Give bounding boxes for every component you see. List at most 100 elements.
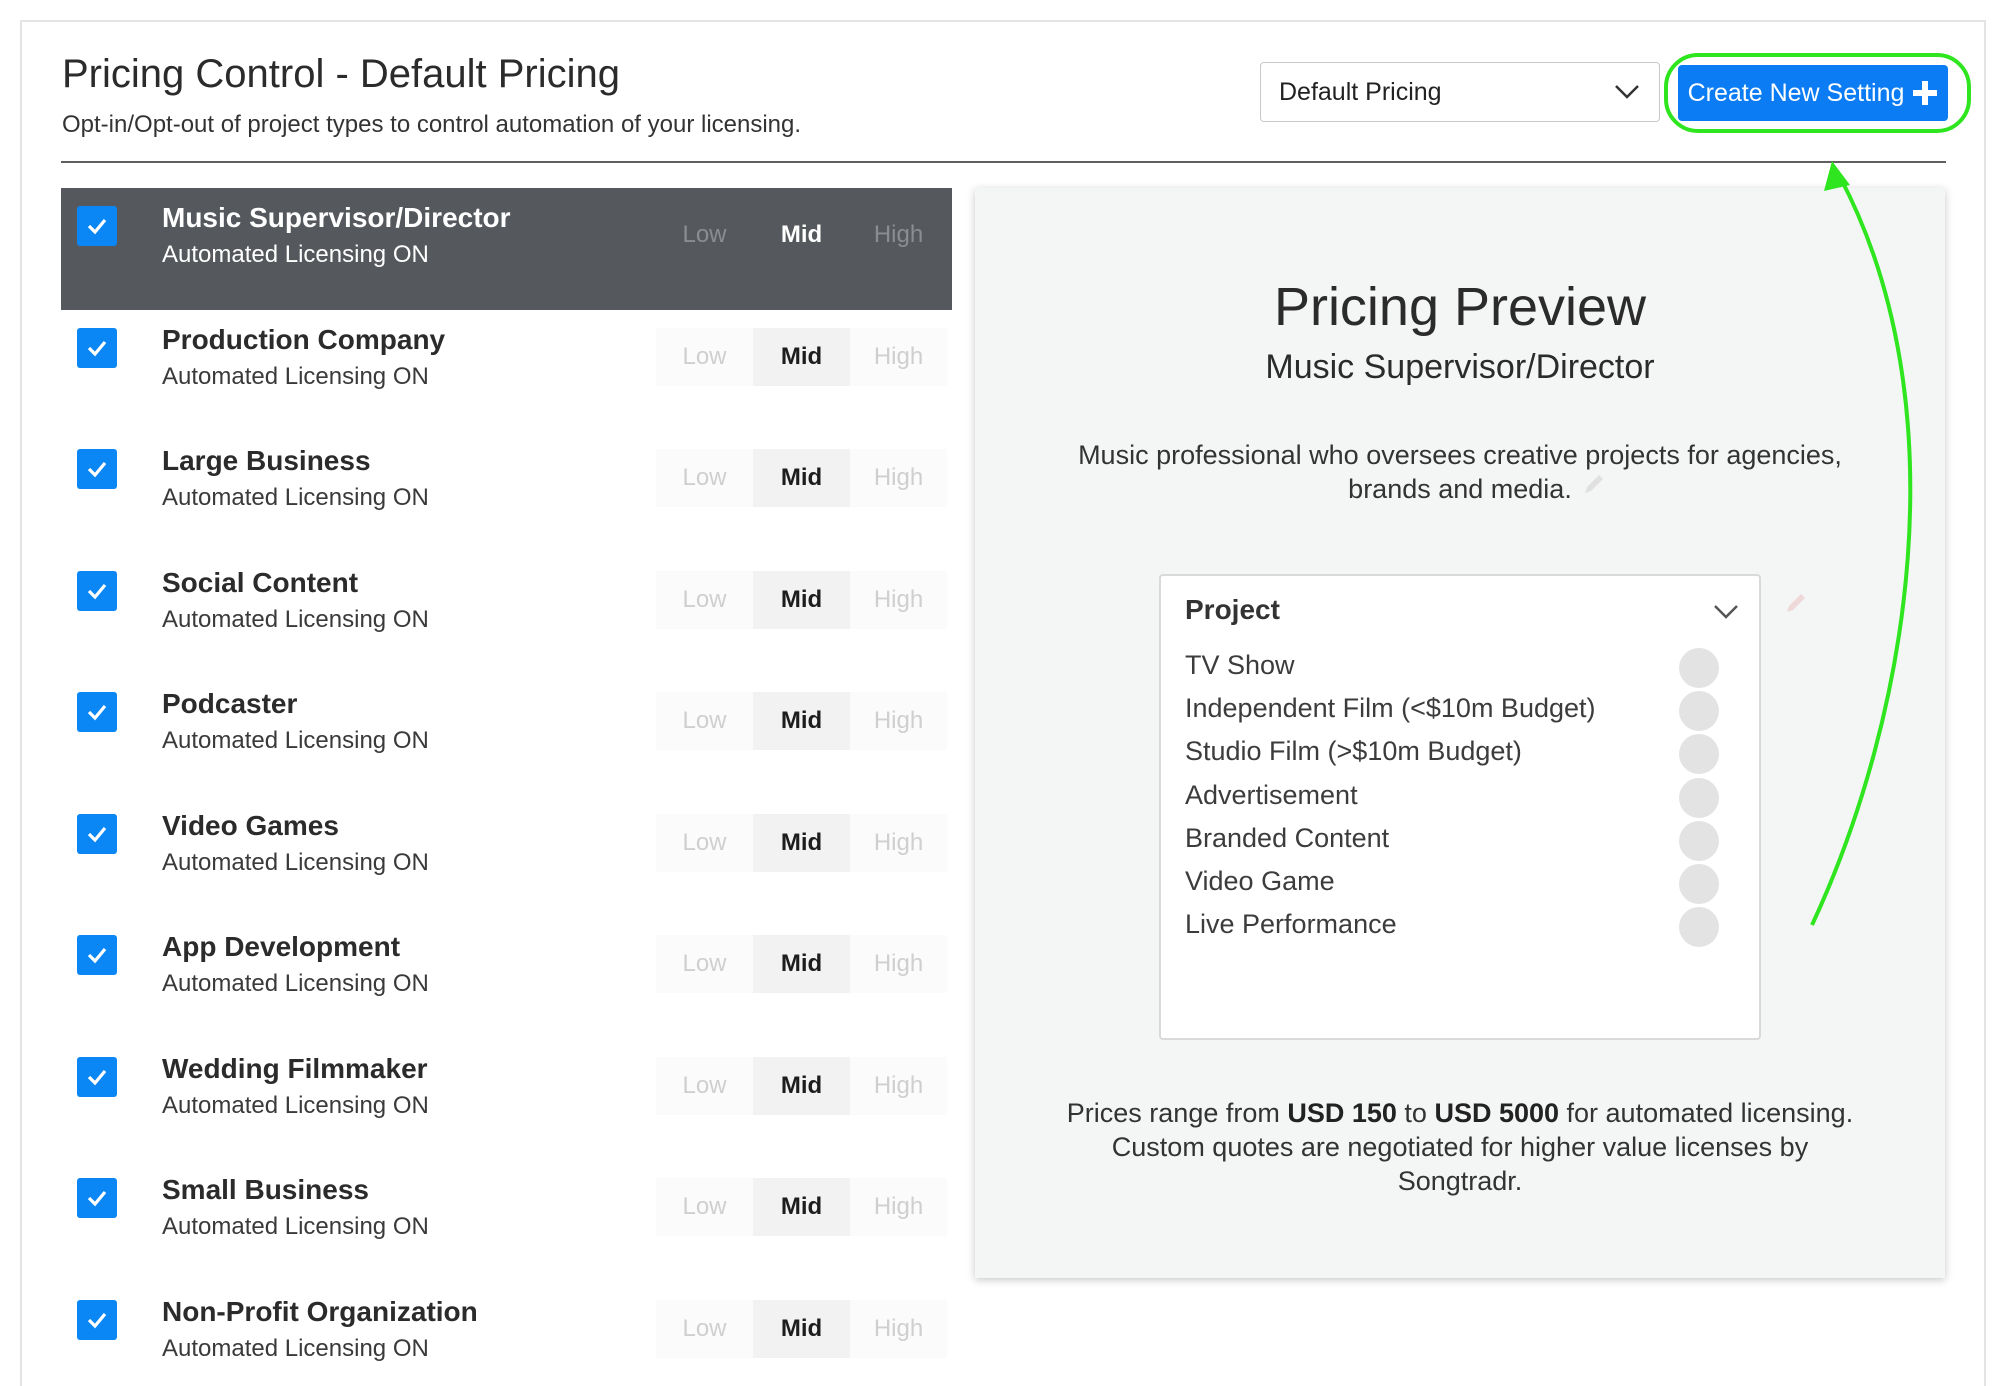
level-mid-option[interactable]: Mid [753,449,850,507]
row-status: Automated Licensing ON [162,970,429,997]
row-text: Large Business Automated Licensing ON [162,443,429,515]
row-text: Video Games Automated Licensing ON [162,808,429,880]
project-type-row[interactable]: App Development Automated Licensing ON L… [61,917,952,1039]
row-status: Automated Licensing ON [162,1213,429,1240]
level-low-option[interactable]: Low [656,570,753,629]
checkbox[interactable] [77,692,117,732]
project-option-radio[interactable] [1679,691,1719,732]
project-option-radio[interactable] [1679,777,1719,818]
check-icon [87,461,107,478]
price-level-toggle: Low Mid High [656,327,947,386]
level-high-option[interactable]: High [850,570,947,629]
project-header: Project [1185,594,1280,625]
project-type-row[interactable]: Small Business Automated Licensing ON Lo… [61,1160,952,1282]
level-mid-option[interactable]: Mid [753,1178,850,1236]
row-text: Music Supervisor/Director Automated Lice… [162,200,511,272]
project-option-radio[interactable] [1679,907,1719,948]
project-type-row[interactable]: Production Company Automated Licensing O… [61,310,952,432]
level-mid-option[interactable]: Mid [753,1299,850,1358]
row-status: Automated Licensing ON [162,1334,429,1362]
check-icon [87,218,107,235]
level-low-option[interactable]: Low [656,1299,753,1358]
level-low-option[interactable]: Low [656,935,753,993]
price-level-toggle: Low Mid High [656,1056,947,1115]
checkbox[interactable] [77,206,117,246]
project-option-label: Independent Film (<$10m Budget) [1185,693,1596,724]
checkbox[interactable] [77,935,117,975]
level-high-option[interactable]: High [850,1299,947,1358]
level-high-option[interactable]: High [873,221,924,248]
chevron-down-icon[interactable] [1713,604,1739,620]
level-low-option[interactable]: Low [656,813,753,872]
check-icon [87,826,107,842]
level-high-option[interactable]: High [850,449,947,507]
level-low-option[interactable]: Low [656,449,753,507]
level-mid-option[interactable]: Mid [753,570,850,629]
page-subtitle: Opt-in/Opt-out of project types to contr… [62,111,802,138]
row-status: Automated Licensing ON [162,1091,429,1119]
row-title: Non-Profit Organization [162,1295,478,1327]
check-icon [87,1069,107,1085]
level-mid-option[interactable]: Mid [753,1056,850,1115]
project-type-row[interactable]: Podcaster Automated Licensing ON Low Mid… [61,674,952,796]
project-type-row[interactable]: Music Supervisor/Director Automated Lice… [61,188,952,310]
level-mid-option[interactable]: Mid [753,813,850,872]
price-max: USD 5000 [1434,1098,1560,1128]
row-title: Social Content [162,566,359,598]
level-high-option[interactable]: High [850,327,947,386]
level-high-option[interactable]: High [850,935,947,993]
project-type-row[interactable]: Social Content Automated Licensing ON Lo… [61,553,952,675]
row-title: Wedding Filmmaker [162,1052,428,1084]
preview-title: Pricing Preview [1273,277,1647,337]
project-option-radio[interactable] [1679,648,1719,688]
level-mid-option[interactable]: Mid [753,935,850,993]
pencil-icon[interactable] [1581,471,1607,497]
row-title: Music Supervisor/Director [162,202,511,233]
project-type-row[interactable]: Wedding Filmmaker Automated Licensing ON… [61,1039,952,1161]
level-high-option[interactable]: High [850,1056,947,1115]
level-high-option[interactable]: High [850,1178,947,1236]
project-option-label: Live Performance [1185,909,1397,940]
checkbox[interactable] [77,1299,117,1340]
project-option-radio[interactable] [1679,864,1719,904]
level-mid-option[interactable]: Mid [753,692,850,750]
level-mid-option[interactable]: Mid [753,327,850,386]
row-title: Video Games [162,809,339,841]
checkbox[interactable] [77,327,117,368]
level-low-option[interactable]: Low [656,1178,753,1236]
level-low-option[interactable]: Low [656,692,753,750]
project-option-radio[interactable] [1679,734,1719,775]
checkbox[interactable] [77,1178,117,1218]
price-level-toggle: Low Mid High [656,449,947,507]
preview-subtitle: Music Supervisor/Director [1265,348,1655,386]
checkbox[interactable] [77,449,117,489]
level-low-option[interactable]: Low [682,221,727,248]
level-high-option[interactable]: High [850,813,947,872]
row-text: Production Company Automated Licensing O… [162,322,445,394]
row-status: Automated Licensing ON [162,727,429,754]
project-type-row[interactable]: Video Games Automated Licensing ON Low M… [61,796,952,918]
create-button-label: Create New Setting [1687,78,1905,107]
header-divider [61,161,1946,163]
annotation-highlight-ring [1664,53,1971,133]
project-type-row[interactable]: Large Business Automated Licensing ON Lo… [61,431,952,553]
create-new-setting-button[interactable]: Create New Setting [1678,65,1948,121]
level-mid-option[interactable]: Mid [780,221,823,248]
level-low-option[interactable]: Low [656,327,753,386]
pricing-setting-select[interactable]: Default Pricing [1260,62,1660,122]
checkbox[interactable] [77,1056,117,1097]
pencil-icon[interactable] [1783,590,1809,616]
level-low-option[interactable]: Low [656,1056,753,1115]
checkbox[interactable] [77,570,117,611]
select-value: Default Pricing [1279,77,1442,106]
price-level-toggle: Low Mid High [656,1178,947,1236]
level-high-option[interactable]: High [850,692,947,750]
project-type-row[interactable]: Non-Profit Organization Automated Licens… [61,1282,952,1386]
project-option-radio[interactable] [1679,820,1719,861]
row-title: Production Company [162,323,446,355]
project-select-box[interactable]: Project TV Show Independent Film (<$10m B… [1159,574,1761,1040]
row-text: Wedding Filmmaker Automated Licensing ON [162,1051,429,1123]
checkbox[interactable] [77,813,117,854]
price-level-toggle: Low Mid High [656,206,947,264]
plus-icon [1913,81,1938,105]
